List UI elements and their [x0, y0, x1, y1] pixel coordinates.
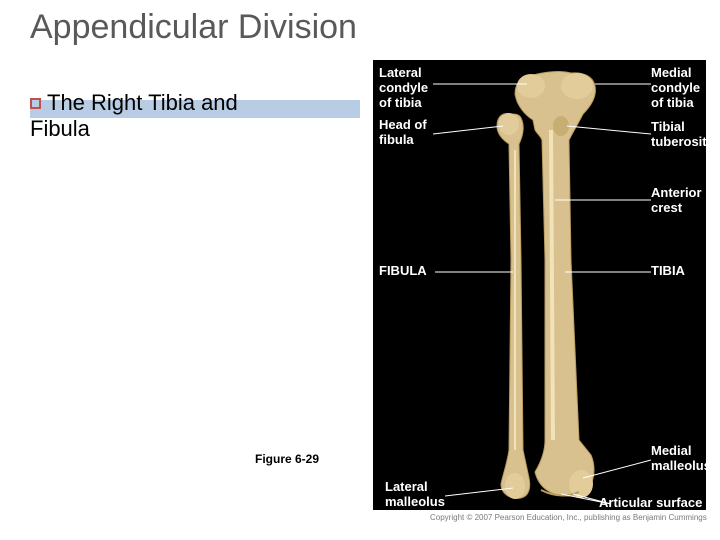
figure-caption: Figure 6-29 — [255, 452, 319, 466]
slide-title: Appendicular Division — [30, 8, 357, 47]
label-medial-malleolus: Medialmalleolus — [651, 444, 711, 474]
label-tibial-tuberosity: Tibialtuberosity — [651, 120, 709, 150]
slide-subtitle: The Right Tibia and Fibula — [30, 90, 238, 142]
bullet-icon — [30, 98, 41, 109]
label-head-of-fibula: Head offibula — [379, 118, 437, 148]
anatomy-figure-panel: Lateralcondyleof tibia Head offibula FIB… — [373, 60, 706, 510]
label-articular-surface: Articular surface — [599, 496, 702, 511]
label-lateral-condyle-tibia: Lateralcondyleof tibia — [379, 66, 437, 111]
label-medial-condyle-tibia: Medialcondyleof tibia — [651, 66, 706, 111]
subtitle-line2: Fibula — [30, 116, 90, 141]
copyright-text: Copyright © 2007 Pearson Education, Inc.… — [430, 513, 707, 522]
label-lateral-malleolus: Lateralmalleolus — [385, 480, 449, 510]
subtitle-line1: The Right Tibia and — [47, 90, 238, 115]
label-fibula: FIBULA — [379, 264, 427, 279]
label-anterior-crest: Anteriorcrest — [651, 186, 706, 216]
label-tibia: TIBIA — [651, 264, 685, 279]
